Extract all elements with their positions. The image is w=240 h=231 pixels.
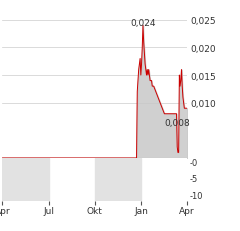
Text: 0,024: 0,024 <box>130 19 156 28</box>
Bar <box>95 158 141 201</box>
Bar <box>2 158 48 201</box>
Text: 0,008: 0,008 <box>164 118 190 127</box>
